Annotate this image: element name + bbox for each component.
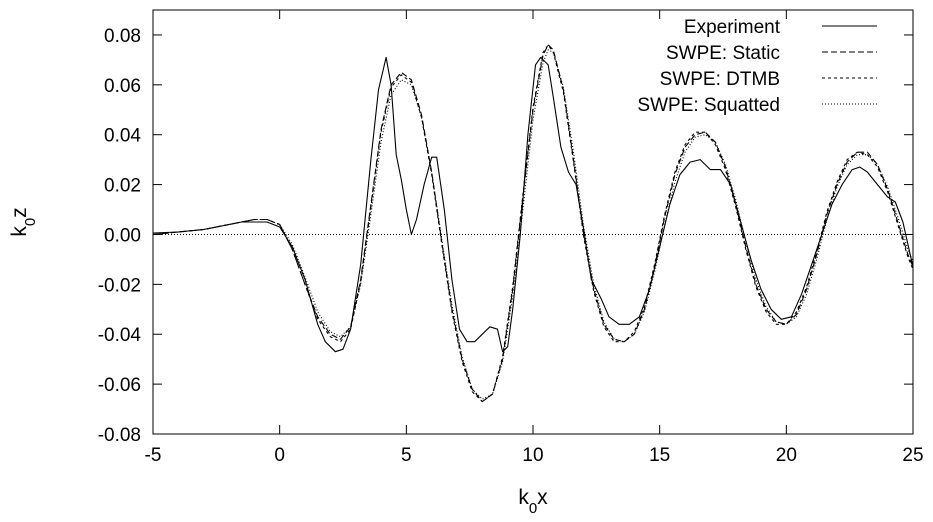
x-tick-label: 15 <box>649 445 670 466</box>
y-tick-label: 0.02 <box>104 176 141 197</box>
x-axis-title-rest: x <box>537 486 548 509</box>
legend: Experiment SWPE: Static SWPE: DTMB SWPE: Sq… <box>637 17 877 116</box>
legend-label: SWPE: DTMB <box>660 69 780 90</box>
x-tick-label: 20 <box>776 445 797 466</box>
x-tick-label: 25 <box>902 445 923 466</box>
y-tick-label: -0.06 <box>98 375 141 396</box>
y-tick-label: -0.02 <box>98 275 141 296</box>
y-tick-label: 0.06 <box>104 76 141 97</box>
x-tick-label: 5 <box>401 445 412 466</box>
y-tick-label: -0.04 <box>98 325 142 346</box>
y-axis-title-main: k <box>8 226 31 237</box>
y-tick-label: 0.08 <box>104 26 141 47</box>
series-line <box>152 44 914 403</box>
series-lines <box>152 44 914 403</box>
x-tick-label: 0 <box>274 445 285 466</box>
x-tick-label: 10 <box>522 445 543 466</box>
y-axis-title: k0z <box>8 207 39 236</box>
y-tick-label: 0.04 <box>104 126 141 147</box>
legend-label: SWPE: Static <box>666 43 780 64</box>
legend-label: Experiment <box>684 17 781 38</box>
series-line <box>152 44 914 403</box>
series-line <box>152 49 914 400</box>
y-axis-title-subscript: 0 <box>22 218 39 226</box>
series-line <box>152 56 914 353</box>
x-axis-title-subscript: 0 <box>529 500 537 517</box>
y-tick-label: 0.00 <box>104 225 141 246</box>
x-tick-label: -5 <box>145 445 162 466</box>
x-axis-ticks: -5 0 5 10 15 20 25 <box>145 10 924 466</box>
y-axis-ticks: -0.08 -0.06 -0.04 -0.02 0.00 0.02 0.04 0.06 0.08 <box>98 26 913 446</box>
x-axis-title: k0x <box>518 486 548 517</box>
x-axis-title-main: k <box>518 486 529 509</box>
y-axis-title-rest: z <box>8 207 31 218</box>
y-tick-label: -0.08 <box>98 425 141 446</box>
legend-label: SWPE: Squatted <box>637 95 780 116</box>
